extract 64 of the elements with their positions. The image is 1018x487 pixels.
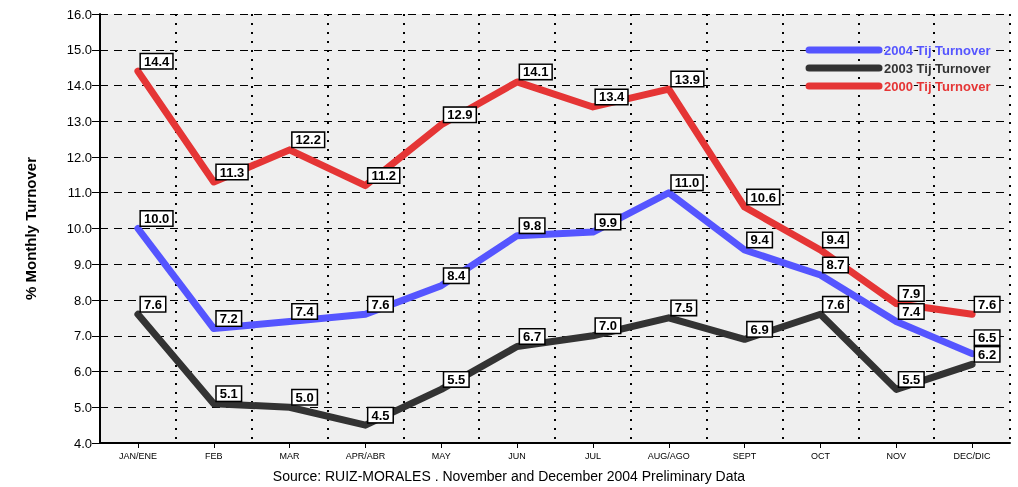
data-label: 10.0 xyxy=(143,211,170,226)
data-label: 11.0 xyxy=(674,175,700,191)
y-tick-label: 14.0 xyxy=(66,78,92,93)
data-label: 6.2 xyxy=(978,346,997,362)
y-tick-label: 8.0 xyxy=(73,292,92,308)
x-tick-label: AUG/AGO xyxy=(647,450,690,461)
data-label: 6.7 xyxy=(523,328,542,344)
data-label: 9.9 xyxy=(598,214,617,230)
data-label: 12.2 xyxy=(295,132,321,148)
data-label: 5.5 xyxy=(447,371,466,387)
data-label: 13.9 xyxy=(674,71,701,87)
data-label: 9.4 xyxy=(826,232,846,248)
x-tick-label: JUL xyxy=(584,450,601,461)
data-label: 9.8 xyxy=(523,218,542,234)
data-label: 8.4 xyxy=(447,268,467,284)
data-label: 7.9 xyxy=(902,286,921,302)
text: 2003 Tij Turnover xyxy=(884,60,991,76)
data-label: 14.4 xyxy=(143,53,170,69)
y-tick-label: 9.0 xyxy=(73,256,92,272)
data-label: 7.6 xyxy=(371,296,390,312)
data-label: 11.2 xyxy=(371,168,397,184)
y-tick-label: 16.0 xyxy=(66,6,92,22)
y-tick-label: 6.0 xyxy=(73,364,92,379)
data-label: 7.6 xyxy=(978,296,997,312)
x-tick-label: APR/ABR xyxy=(345,450,386,461)
y-tick-label: 4.0 xyxy=(73,435,92,451)
data-label: 6.9 xyxy=(750,321,769,337)
x-tick-label: DEC/DIC xyxy=(953,450,992,461)
x-tick-label: NOV xyxy=(886,450,907,461)
data-label: 7.0 xyxy=(598,318,617,334)
data-label: 7.2 xyxy=(219,311,238,327)
data-label: 7.5 xyxy=(674,300,693,316)
y-axis-title: % Monthly Turnover xyxy=(22,156,39,301)
data-label: 11.3 xyxy=(219,164,245,180)
y-tick-label: 10.0 xyxy=(66,221,92,236)
y-tick-label: 15.0 xyxy=(66,42,92,58)
y-tick-label: 5.0 xyxy=(73,399,92,415)
data-label: 8.7 xyxy=(826,257,845,273)
data-label: 12.9 xyxy=(447,107,473,123)
data-label: 9.4 xyxy=(750,232,770,248)
data-label: 7.4 xyxy=(295,303,315,319)
data-label: 7.6 xyxy=(143,296,162,312)
x-tick-label: MAY xyxy=(431,450,451,461)
data-label: 13.4 xyxy=(598,89,625,105)
data-label: 5.0 xyxy=(295,389,314,405)
y-tick-label: 11.0 xyxy=(67,185,92,201)
data-label: 5.1 xyxy=(219,386,238,402)
x-tick-label: JUN xyxy=(508,450,526,461)
source-note: Source: RUIZ-MORALES . November and December 2004 Preliminary Data xyxy=(272,468,746,484)
data-label: 5.5 xyxy=(902,371,921,387)
x-tick-label: FEB xyxy=(204,450,223,461)
y-tick-label: 13.0 xyxy=(66,113,92,129)
data-label: 10.6 xyxy=(750,189,776,205)
x-tick-label: OCT xyxy=(810,450,831,461)
data-label: 6.5 xyxy=(978,330,997,346)
y-tick-label: 12.0 xyxy=(66,149,92,165)
x-tick-label: MAR xyxy=(279,450,301,461)
data-label: 14.1 xyxy=(523,64,549,80)
data-label: 7.4 xyxy=(902,303,922,319)
data-label: 7.6 xyxy=(826,296,845,312)
x-tick-label: SEPT xyxy=(732,450,757,461)
x-tick-label: JAN/ENE xyxy=(118,450,157,461)
y-tick-label: 7.0 xyxy=(73,328,92,344)
data-label: 4.5 xyxy=(371,407,390,423)
